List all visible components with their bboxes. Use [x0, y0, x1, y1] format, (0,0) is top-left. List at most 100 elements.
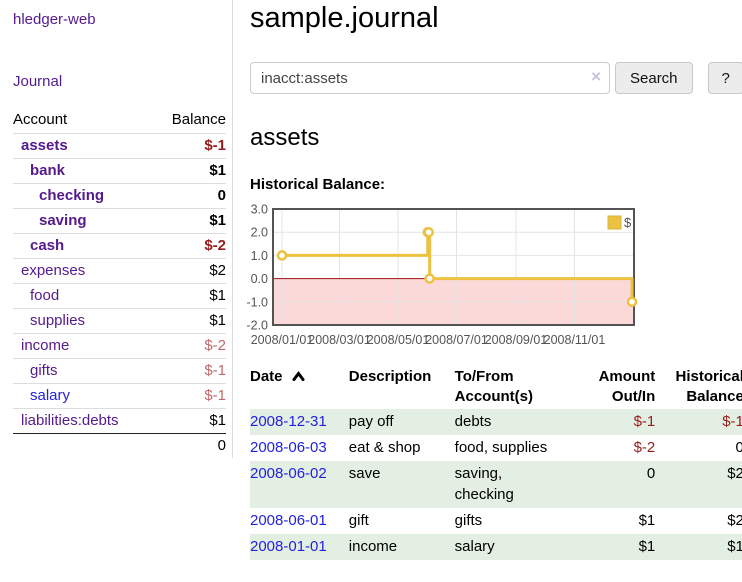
account-row: expenses $2: [13, 258, 226, 284]
transaction-accounts: gifts: [454, 512, 483, 529]
nav-journal-link[interactable]: Journal: [13, 73, 63, 90]
transaction-amount: $1: [638, 512, 656, 529]
account-balance: $1: [153, 308, 226, 334]
transaction-amount: $-2: [633, 439, 656, 456]
transaction-balance: 0: [735, 439, 742, 456]
register-header-balance: Historical Balance: [675, 368, 742, 405]
account-balance: $-2: [153, 233, 226, 259]
account-link[interactable]: salary: [30, 387, 71, 404]
account-balance: $-1: [153, 383, 226, 409]
account-balance: $1: [153, 408, 226, 434]
account-row: liabilities:debts $1: [13, 408, 226, 434]
svg-text:1.0: 1.0: [251, 249, 268, 263]
transaction-description: income: [348, 538, 398, 555]
search-form: × Search ?: [250, 62, 742, 94]
transaction-description: save: [348, 465, 381, 482]
svg-text:0.0: 0.0: [251, 272, 268, 286]
sidebar: hledger-web Journal Account Balance asse…: [0, 0, 233, 458]
accounts-table: Account Balance assets $-1 bank $1 checking 0…: [13, 108, 226, 458]
transaction-row: 2008-06-01 gift gifts $1 $2: [250, 508, 742, 534]
register-header-amount: Amount Out/In: [598, 368, 656, 405]
transaction-row: 2008-06-03 eat & shop food, supplies $-2 0: [250, 435, 742, 461]
account-link[interactable]: cash: [30, 237, 65, 254]
transaction-date-link[interactable]: 2008-12-31: [250, 413, 327, 430]
search-input-wrap: ×: [250, 62, 610, 94]
account-balance: $1: [153, 158, 226, 184]
account-heading: assets: [250, 124, 320, 151]
register-header-row: Date Description To/From Account(s) Amount…: [250, 365, 742, 409]
account-balance: $1: [153, 208, 226, 234]
accounts-header-balance: Balance: [171, 111, 226, 128]
transaction-balance: $2: [727, 512, 742, 529]
historical-balance-chart: 2008/01/01 2008/03/01 2008/05/01 2008/07/01…: [241, 203, 742, 351]
help-button[interactable]: ?: [707, 62, 742, 94]
transaction-date-link[interactable]: 2008-06-01: [250, 512, 327, 529]
svg-text:2008/01/01: 2008/01/01: [251, 333, 314, 347]
accounts-total-value: 0: [153, 433, 226, 458]
transaction-accounts: saving, checking: [454, 465, 514, 503]
brand-link[interactable]: hledger-web: [13, 11, 96, 28]
account-row: gifts $-1: [13, 358, 226, 384]
transaction-balance: $2: [727, 465, 742, 482]
transaction-row: 2008-12-31 pay off debts $-1 $-1: [250, 409, 742, 435]
svg-text:2.0: 2.0: [251, 226, 268, 240]
account-link[interactable]: saving: [39, 212, 87, 229]
transaction-accounts: food, supplies: [454, 439, 548, 456]
clear-search-icon[interactable]: ×: [591, 67, 601, 86]
search-input[interactable]: [250, 62, 610, 94]
page-title: sample.journal: [250, 2, 439, 34]
transaction-balance: $-1: [722, 413, 742, 430]
transaction-date-link[interactable]: 2008-06-03: [250, 439, 327, 456]
register-table: Date Description To/From Account(s) Amount…: [250, 365, 742, 560]
account-row: cash $-2: [13, 233, 226, 259]
transaction-date-link[interactable]: 2008-06-02: [250, 465, 327, 482]
account-link[interactable]: checking: [39, 187, 105, 204]
register-header-date[interactable]: Date: [250, 365, 349, 409]
transaction-amount: 0: [646, 465, 656, 482]
account-balance: $-2: [153, 333, 226, 359]
svg-text:2008/11/01: 2008/11/01: [544, 333, 606, 347]
account-row: income $-2: [13, 333, 226, 359]
account-link[interactable]: assets: [21, 137, 68, 154]
account-link[interactable]: gifts: [30, 362, 58, 379]
svg-text:-2.0: -2.0: [246, 319, 268, 333]
account-link[interactable]: supplies: [30, 312, 86, 329]
account-row: salary $-1: [13, 383, 226, 409]
svg-text:2008/07/01: 2008/07/01: [425, 333, 488, 347]
account-balance: $-1: [153, 358, 226, 384]
svg-text:-1.0: -1.0: [246, 295, 268, 309]
account-balance: 0: [153, 183, 226, 209]
account-link[interactable]: food: [30, 287, 60, 304]
account-link[interactable]: bank: [30, 162, 66, 179]
search-button[interactable]: Search: [615, 62, 693, 94]
transaction-accounts: debts: [454, 413, 492, 430]
transaction-row: 2008-06-02 save saving, checking 0 $2: [250, 461, 742, 508]
accounts-header-row: Account Balance: [13, 108, 226, 134]
account-link[interactable]: expenses: [21, 262, 86, 279]
register-header-accounts: To/From Account(s): [454, 368, 533, 405]
transaction-accounts: salary: [454, 538, 495, 555]
main-content: sample.journal × Search ? assets Histori…: [233, 0, 742, 580]
account-balance: $2: [153, 258, 226, 284]
register-header-description: Description: [348, 368, 432, 385]
transaction-balance: $1: [727, 538, 742, 555]
account-row: assets $-1: [13, 133, 226, 159]
account-balance: $1: [153, 283, 226, 309]
accounts-header-account: Account: [13, 111, 68, 128]
svg-text:2008/05/01: 2008/05/01: [367, 333, 430, 347]
transaction-amount: $1: [638, 538, 656, 555]
chart-title: Historical Balance:: [250, 176, 386, 193]
account-row: saving $1: [13, 208, 226, 234]
svg-text:2008/03/01: 2008/03/01: [308, 333, 371, 347]
account-row: supplies $1: [13, 308, 226, 334]
transaction-description: pay off: [348, 413, 394, 430]
account-link[interactable]: liabilities:debts: [21, 412, 119, 429]
transaction-amount: $-1: [633, 413, 656, 430]
account-row: checking 0: [13, 183, 226, 209]
transaction-date-link[interactable]: 2008-01-01: [250, 538, 327, 555]
account-link[interactable]: income: [21, 337, 70, 354]
account-balance: $-1: [153, 133, 226, 159]
svg-text:2008/09/01: 2008/09/01: [485, 333, 548, 347]
svg-text:$: $: [624, 215, 632, 230]
